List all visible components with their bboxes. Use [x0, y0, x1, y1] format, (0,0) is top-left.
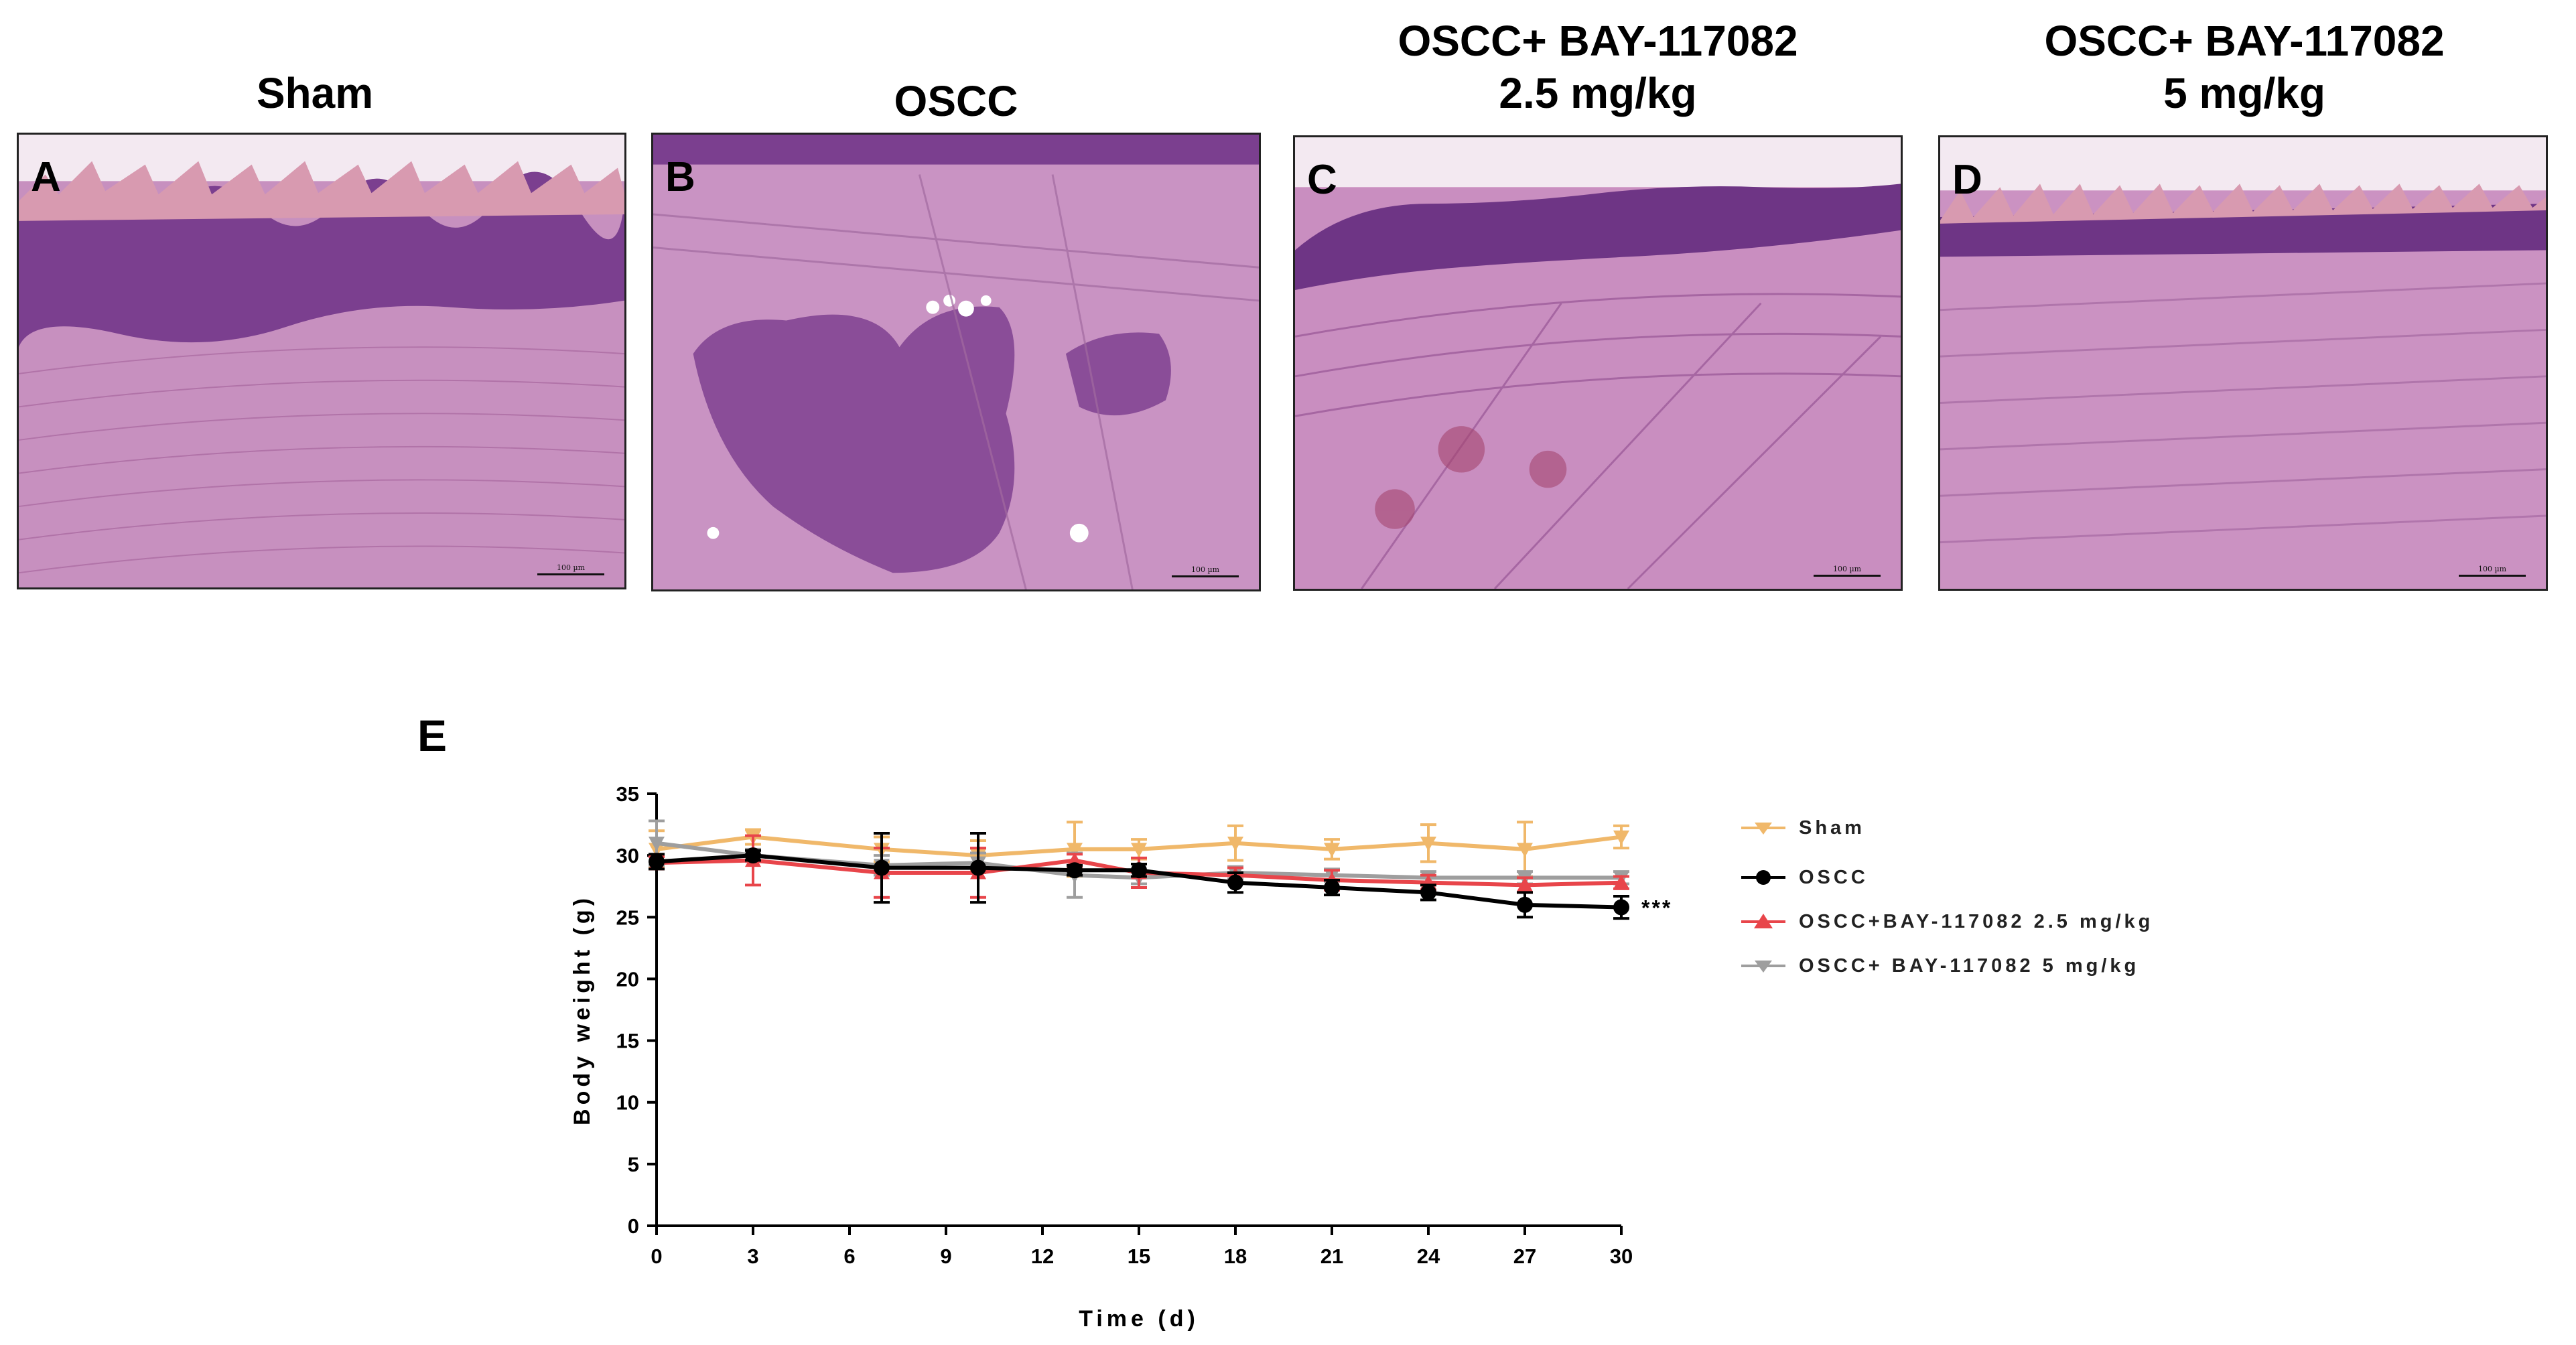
panel-letter-b: B: [665, 154, 695, 200]
data-point: [1324, 879, 1340, 896]
y-tick-label: 0: [628, 1214, 639, 1238]
data-point: [1613, 899, 1629, 916]
micrograph-panel-c: C 100 µm: [1293, 135, 1903, 591]
panel-d-title: OSCC+ BAY-117082 5 mg/kg: [2044, 17, 2445, 117]
legend-item-bay-2-5: OSCC+BAY-117082 2.5 mg/kg: [1739, 908, 2275, 935]
x-tick-label: 18: [1224, 1245, 1247, 1268]
legend-label-bay-5: OSCC+ BAY-117082 5 mg/kg: [1799, 955, 2140, 977]
panel-c-title: OSCC+ BAY-117082 2.5 mg/kg: [1398, 17, 1798, 117]
legend-label-oscc: OSCC: [1799, 867, 1869, 888]
legend-label-sham: Sham: [1799, 817, 1865, 839]
scale-bar-label: 100 µm: [556, 563, 586, 572]
scale-bar: 100 µm: [1814, 565, 1881, 577]
body-weight-chart: 0 5 10 15 20 25 30 35 0 3 6 9 12 15 18 21 24 27 30 Time (d)…: [569, 782, 1672, 1332]
data-point: [1613, 874, 1629, 890]
y-tick-label: 20: [616, 967, 639, 991]
panel-letter-a: A: [31, 154, 61, 200]
scale-bar: 100 µm: [2459, 565, 2526, 577]
y-tick-label: 10: [616, 1091, 639, 1115]
y-tick-label: 25: [616, 906, 639, 929]
x-tick-label: 15: [1128, 1245, 1150, 1268]
legend-label-bay-2-5: OSCC+BAY-117082 2.5 mg/kg: [1799, 911, 2154, 932]
data-point: [745, 847, 761, 864]
x-tick-label: 9: [940, 1245, 951, 1268]
x-axis-label: Time (d): [1079, 1306, 1199, 1332]
data-point: [1517, 843, 1533, 857]
panel-a-title: Sham: [256, 69, 374, 117]
micrograph-panel-b: B 100 µm: [651, 133, 1261, 591]
data-point: [1517, 877, 1533, 892]
micrograph-panel-a: A 100 µm: [17, 133, 626, 589]
y-tick-label: 35: [616, 782, 639, 806]
x-tick-label: 6: [843, 1245, 855, 1268]
data-point: [1420, 837, 1436, 851]
scale-bar: 100 µm: [537, 563, 604, 575]
panel-letter-d: D: [1952, 157, 1982, 203]
data-point: [1227, 874, 1243, 891]
data-point: [649, 837, 665, 851]
x-tick-label: 21: [1320, 1245, 1343, 1268]
data-point: [1067, 862, 1083, 879]
scale-bar-label: 100 µm: [1832, 565, 1862, 573]
panel-letter-e: E: [417, 711, 448, 760]
x-tick-label: 3: [747, 1245, 758, 1268]
y-tick-label: 5: [628, 1153, 639, 1176]
data-point: [1613, 830, 1629, 845]
x-tick-label: 30: [1610, 1245, 1633, 1268]
legend-item-bay-5: OSCC+ BAY-117082 5 mg/kg: [1739, 952, 2275, 979]
data-point: [874, 859, 890, 876]
data-point: [1067, 843, 1083, 857]
data-point: [1420, 884, 1436, 901]
panel-b-title: OSCC: [894, 77, 1018, 125]
y-tick-label: 15: [616, 1030, 639, 1053]
data-point: [1067, 852, 1083, 867]
y-axis-label: Body weight (g): [569, 894, 595, 1125]
significance-marker: ***: [1641, 896, 1672, 920]
data-point: [1517, 896, 1533, 913]
data-point: [1131, 843, 1147, 857]
data-point: [1324, 843, 1340, 857]
data-point: [1227, 837, 1243, 851]
x-tick-label: 24: [1417, 1245, 1440, 1268]
y-tick-label: 30: [616, 844, 639, 867]
legend-item-oscc: OSCC: [1739, 864, 2275, 891]
x-tick-label: 12: [1031, 1245, 1054, 1268]
scale-bar: 100 µm: [1172, 565, 1239, 577]
scale-bar-label: 100 µm: [1191, 565, 1220, 574]
data-point: [970, 859, 986, 876]
micrograph-panel-d: D 100 µm: [1938, 135, 2548, 591]
scale-bar-label: 100 µm: [2478, 565, 2507, 573]
x-tick-label: 27: [1513, 1245, 1536, 1268]
data-point: [1131, 862, 1147, 879]
legend-item-sham: Sham: [1739, 815, 2275, 841]
panel-letter-c: C: [1307, 157, 1337, 203]
data-point: [649, 853, 665, 870]
x-tick-label: 0: [651, 1245, 662, 1268]
